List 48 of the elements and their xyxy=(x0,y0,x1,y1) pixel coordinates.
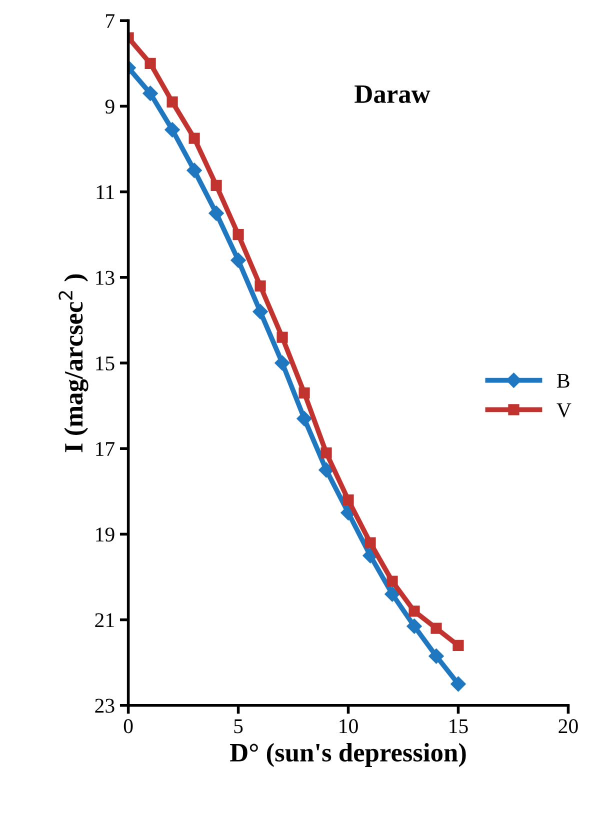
y-tick-label: 19 xyxy=(96,528,114,542)
point xyxy=(274,355,290,371)
point xyxy=(166,96,178,108)
text: Daraw xyxy=(354,86,430,104)
y-axis-title: I (mag/arcsec$^{2}$ ) xyxy=(58,274,88,452)
point xyxy=(276,332,288,343)
point xyxy=(186,162,202,178)
point xyxy=(164,122,180,138)
legend-label: B xyxy=(557,374,570,388)
legend-label: V xyxy=(556,403,572,418)
x-tick-label: 0 xyxy=(124,719,133,734)
x-axis-title: D° (sun's depression) xyxy=(230,743,466,767)
point xyxy=(298,387,310,399)
y-tick-label: 15 xyxy=(96,356,114,370)
y-tick-label: 17 xyxy=(96,442,115,456)
y-tick-label: 13 xyxy=(96,270,114,285)
point xyxy=(342,494,354,506)
point xyxy=(406,618,422,634)
point xyxy=(452,640,464,652)
x-tick-label: 20 xyxy=(558,719,578,734)
point xyxy=(320,447,332,458)
y-tick-label: 23 xyxy=(95,698,114,713)
point xyxy=(252,304,268,320)
point xyxy=(230,252,246,268)
point xyxy=(232,229,244,240)
point xyxy=(384,586,400,602)
x-tick-label: 15 xyxy=(450,719,468,734)
point xyxy=(364,537,376,548)
point xyxy=(142,86,158,101)
y-tick-label: 7 xyxy=(106,14,115,28)
point xyxy=(428,648,444,664)
point xyxy=(208,206,224,221)
point xyxy=(254,280,266,292)
point xyxy=(430,622,442,634)
point xyxy=(188,132,200,144)
x-tick-label: 10 xyxy=(340,719,358,734)
point xyxy=(362,548,378,564)
y-tick-label: 11 xyxy=(96,185,114,200)
y-tick-label: 9 xyxy=(105,100,114,114)
point xyxy=(144,58,156,69)
point xyxy=(296,411,312,426)
point xyxy=(210,180,222,191)
x-tick-label: 5 xyxy=(234,719,243,734)
point xyxy=(408,606,420,617)
y-tick-label: 21 xyxy=(95,613,114,628)
point xyxy=(386,576,398,587)
point xyxy=(450,676,466,692)
point xyxy=(318,462,334,478)
